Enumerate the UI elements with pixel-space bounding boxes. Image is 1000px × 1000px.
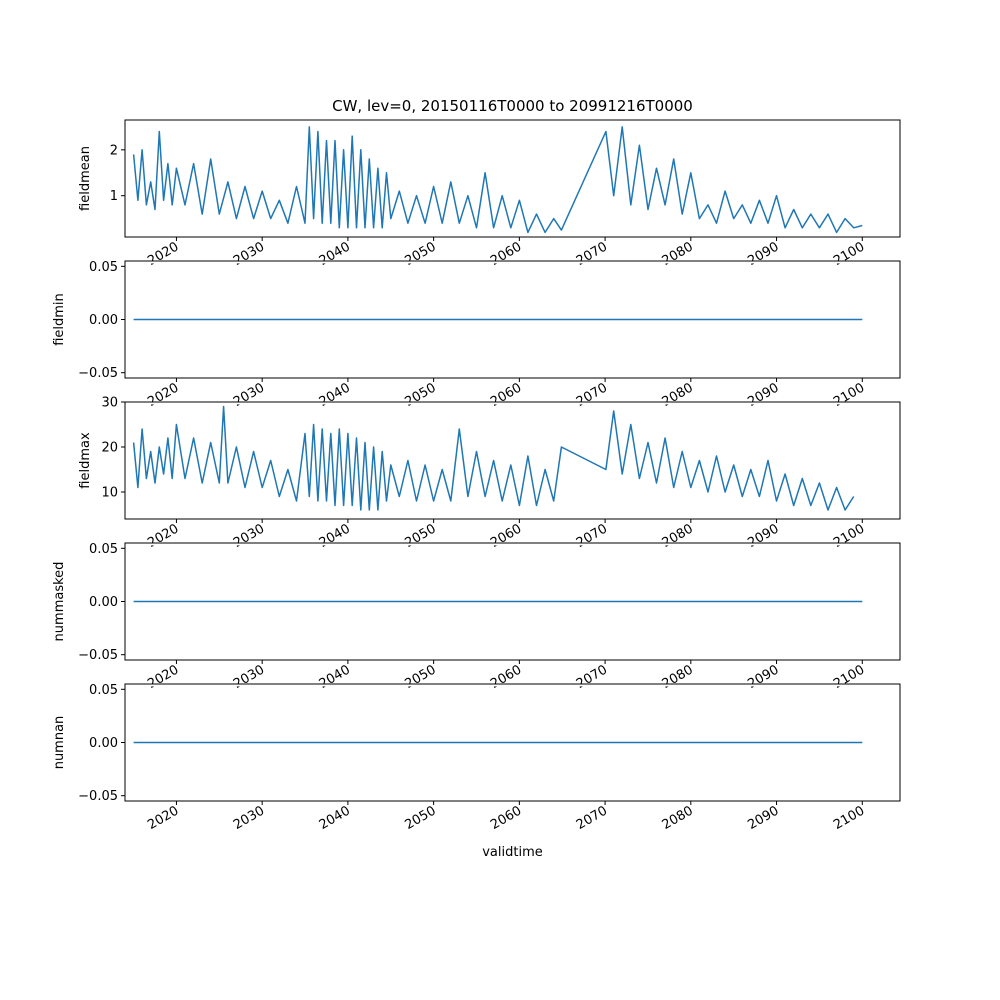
y-tick-label-fieldmin: 0.05 bbox=[89, 260, 118, 275]
x-axis-label: validtime bbox=[482, 845, 543, 860]
y-tick-label-nummasked: 0.00 bbox=[89, 595, 118, 610]
y-tick-label-fieldmean: 1 bbox=[110, 189, 118, 204]
axes-frame-fieldmean bbox=[124, 119, 901, 238]
panel-top-cover bbox=[126, 543, 899, 546]
series-line-fieldmean bbox=[132, 126, 863, 234]
y-tick-label-fieldmax: 20 bbox=[101, 441, 118, 456]
y-axis-label-fieldmax: fieldmax bbox=[78, 432, 93, 489]
y-tick-label-nummasked: −0.05 bbox=[78, 648, 118, 663]
y-axis-label-numnan: numnan bbox=[52, 716, 67, 770]
panel-top-cover bbox=[126, 261, 899, 264]
y-tick-label-fieldmean: 2 bbox=[110, 143, 118, 158]
figure-title: CW, lev=0, 20150116T0000 to 20991216T000… bbox=[332, 97, 693, 115]
y-axis-label-fieldmin: fieldmin bbox=[52, 293, 67, 346]
series-line-fieldmax bbox=[132, 405, 855, 511]
y-tick-label-fieldmax: 30 bbox=[101, 396, 118, 411]
y-tick-label-fieldmin: −0.05 bbox=[78, 366, 118, 381]
y-tick-label-numnan: 0.05 bbox=[89, 683, 118, 698]
axes-frame-fieldmax bbox=[124, 401, 901, 520]
y-axis-label-fieldmean: fieldmean bbox=[78, 146, 93, 211]
y-tick-label-fieldmin: 0.00 bbox=[89, 313, 118, 328]
y-tick-label-numnan: −0.05 bbox=[78, 789, 118, 804]
panel-top-cover bbox=[126, 402, 899, 405]
y-tick-label-fieldmax: 10 bbox=[101, 486, 118, 501]
y-tick-label-numnan: 0.00 bbox=[89, 736, 118, 751]
y-axis-label-nummasked: nummasked bbox=[52, 562, 67, 642]
y-tick-label-nummasked: 0.05 bbox=[89, 542, 118, 557]
panel-top-cover bbox=[126, 684, 899, 687]
